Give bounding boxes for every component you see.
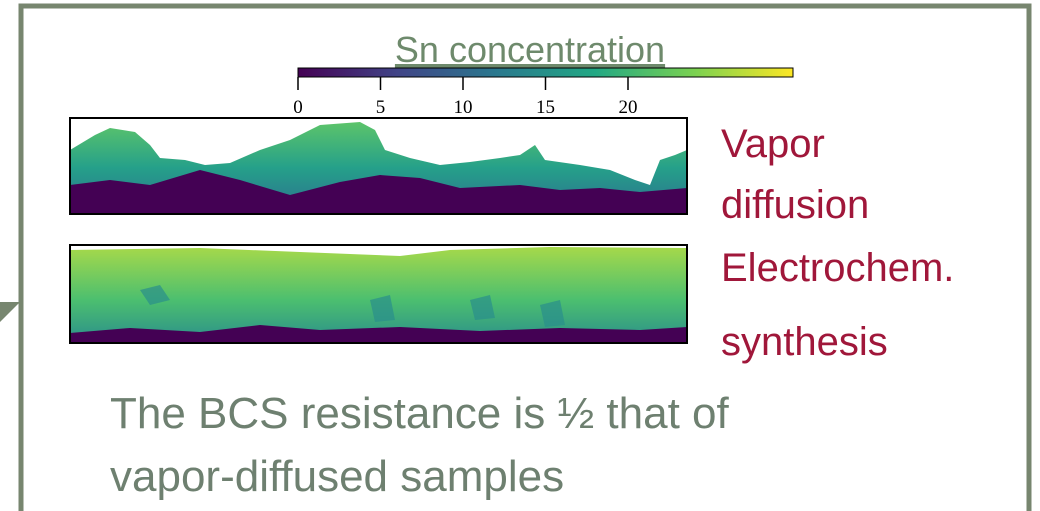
arrow [0,302,20,322]
colorbar-tick-label: 5 [376,97,386,118]
caption-line: The BCS resistance is ½ that of [110,389,730,438]
colorbar-tick-label: 10 [454,97,473,118]
label-line: Vapor [721,122,825,166]
image-vapor [69,117,688,215]
label-line: Electrochem. [721,246,954,290]
frame [18,3,1032,511]
colorbar-title: Sn concentration [395,29,665,70]
image-electrochem [69,244,688,344]
colorbar-tick-label: 20 [619,97,638,118]
label-line: diffusion [721,183,869,227]
colorbar-tick-label: 15 [536,97,555,118]
colorbar-tick-label: 0 [293,97,303,118]
colorbar [297,67,794,78]
caption-line: vapor-diffused samples [110,452,564,501]
label-line: synthesis [721,320,888,364]
